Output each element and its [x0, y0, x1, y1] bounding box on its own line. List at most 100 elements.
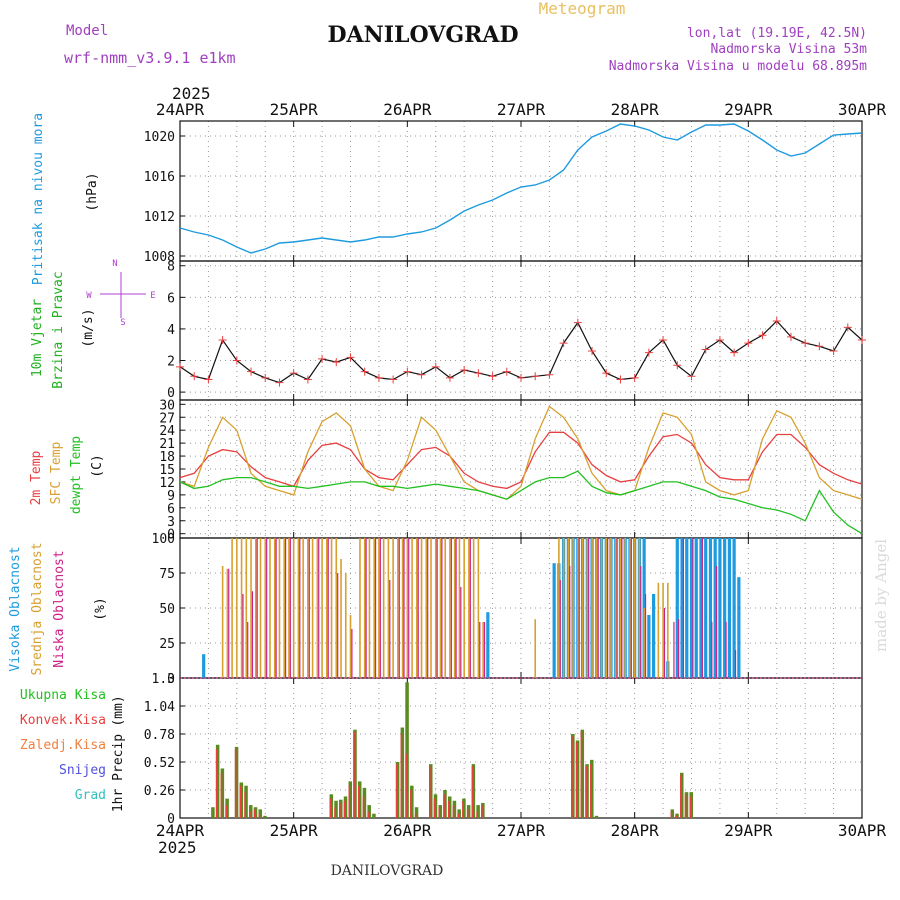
precip-total-bar	[585, 764, 589, 818]
mid-cloud-bar	[643, 608, 645, 678]
mid-cloud-bar	[278, 538, 281, 678]
low-cloud-bar	[644, 594, 647, 678]
wind-gust-marker	[786, 332, 795, 341]
low-cloud-bar	[284, 538, 287, 678]
high-cloud-bar	[685, 538, 689, 678]
temperature-ytick-label: 24	[159, 424, 175, 439]
mid-cloud-bar	[254, 538, 257, 678]
mid-cloud-bar	[387, 538, 390, 678]
legend-convective-rain: Konvek.Kisa	[20, 713, 106, 728]
low-cloud-bar	[389, 580, 391, 678]
wind-ytick-label: 4	[167, 323, 175, 338]
mid-cloud-bar	[633, 538, 636, 678]
wind-ylabel-2: Brzina i Pravac	[51, 271, 66, 388]
mid-cloud-bar	[283, 538, 285, 678]
x-label-top: 27APR	[497, 100, 546, 119]
precip-total-bar	[367, 805, 371, 818]
temperature-ytick-label: 6	[167, 502, 175, 517]
precipitation-ytick-label: 1.3	[152, 672, 175, 687]
temperature-ytick-label: 0	[167, 528, 175, 543]
legend-snow: Snijeg	[59, 763, 106, 778]
wind-gust-marker	[204, 375, 213, 384]
temperature-ytick-label: 27	[159, 411, 175, 426]
wind-gust-marker	[815, 342, 824, 351]
precip-total-bar	[353, 729, 357, 818]
precip-total-bar	[395, 762, 400, 818]
wind-gust-marker	[843, 323, 852, 332]
clouds-ytick-label: 100	[152, 532, 175, 547]
wind-gust-marker	[460, 365, 469, 374]
high-cloud-bar	[652, 594, 656, 678]
mid-cloud-bar	[449, 538, 451, 678]
high-cloud-bar	[708, 538, 713, 678]
precip-convective-bar	[429, 766, 431, 818]
year-bottom: 2025	[158, 838, 197, 857]
high-cloud-bar	[647, 615, 651, 678]
precipitation-ytick-label: 0	[167, 812, 175, 827]
high-cloud-bar	[699, 538, 703, 678]
mid-cloud-bar	[434, 538, 437, 678]
precip-total-bar	[575, 740, 580, 818]
pressure-panel: 1008 1012 1016 1020	[144, 120, 863, 265]
x-label-bottom: 26APR	[383, 821, 432, 840]
pressure-ytick-label: 1016	[144, 170, 175, 185]
high-cloud-bar	[713, 538, 717, 678]
mid-cloud-bar	[411, 538, 413, 678]
wind-gust-marker	[744, 339, 753, 348]
precip-total-bar	[675, 813, 679, 818]
precip-total-bar	[689, 792, 693, 818]
credit-text: made by Angel	[872, 539, 890, 652]
low-cloud-bar	[715, 566, 718, 678]
mid-cloud-bar	[558, 538, 560, 678]
x-label-bottom: 30APR	[838, 821, 887, 840]
low-cloud-bar	[692, 538, 694, 678]
mid-cloud-bar	[586, 538, 589, 678]
wind-gust-marker	[502, 367, 511, 376]
mid-cloud-bar	[439, 538, 442, 678]
precip-convective-bar	[684, 794, 687, 818]
mid-cloud-bar	[614, 538, 617, 678]
precip-total-bar	[234, 746, 239, 818]
low-cloud-bar	[597, 538, 599, 678]
mid-cloud-bar	[302, 538, 304, 678]
low-cloud-bar	[436, 538, 438, 678]
low-cloud-bar	[450, 538, 452, 678]
wind-gust-marker	[374, 373, 383, 382]
wind-ylabel-1: 10m Vjetar	[30, 299, 45, 377]
mid-cloud-bar	[591, 538, 593, 678]
precipitation-panel: 0 0.26 0.52 0.78 1.04 1.3	[144, 672, 863, 827]
wind-gust-marker	[701, 345, 710, 354]
clouds-ytick-label: 0	[167, 672, 175, 687]
precip-convective-bar	[414, 813, 417, 818]
precip-convective-bar	[395, 764, 398, 818]
x-label-bottom: 29APR	[724, 821, 773, 840]
model-label: Model	[66, 23, 108, 39]
x-label-top: 24APR	[156, 100, 205, 119]
model-name: wrf-nmm_v3.9.1 e1km	[64, 49, 236, 67]
wind-gust-marker	[801, 339, 810, 348]
precipitation-ytick-label: 0.78	[144, 728, 175, 743]
precip-total-bar	[334, 800, 338, 818]
precip-convective-bar	[225, 805, 227, 818]
precip-convective-bar	[220, 772, 223, 818]
precip-convective-bar	[476, 811, 478, 818]
pressure-ytick-label: 1020	[144, 130, 175, 145]
precip-convective-bar	[452, 805, 455, 818]
x-label-bottom: 28APR	[611, 821, 660, 840]
wind-gust-marker	[559, 339, 568, 348]
high-cloud-bar	[675, 538, 679, 678]
wind-unit: (m/s)	[81, 308, 96, 347]
wind-gust-marker	[588, 347, 597, 356]
low-cloud-bar	[455, 538, 457, 678]
mid-cloud-bar	[326, 538, 328, 678]
mid-cloud-bar	[292, 538, 295, 678]
wind-gust-marker	[829, 347, 838, 356]
low-cloud-bar	[711, 622, 713, 678]
mid-cloud-bar	[316, 538, 319, 678]
mid-cloud-bar	[340, 559, 342, 678]
mid-cloud-bar	[273, 538, 276, 678]
mid-cloud-bar	[335, 538, 338, 678]
precip-convective-bar	[334, 807, 336, 818]
wind-gust-marker	[715, 335, 724, 344]
